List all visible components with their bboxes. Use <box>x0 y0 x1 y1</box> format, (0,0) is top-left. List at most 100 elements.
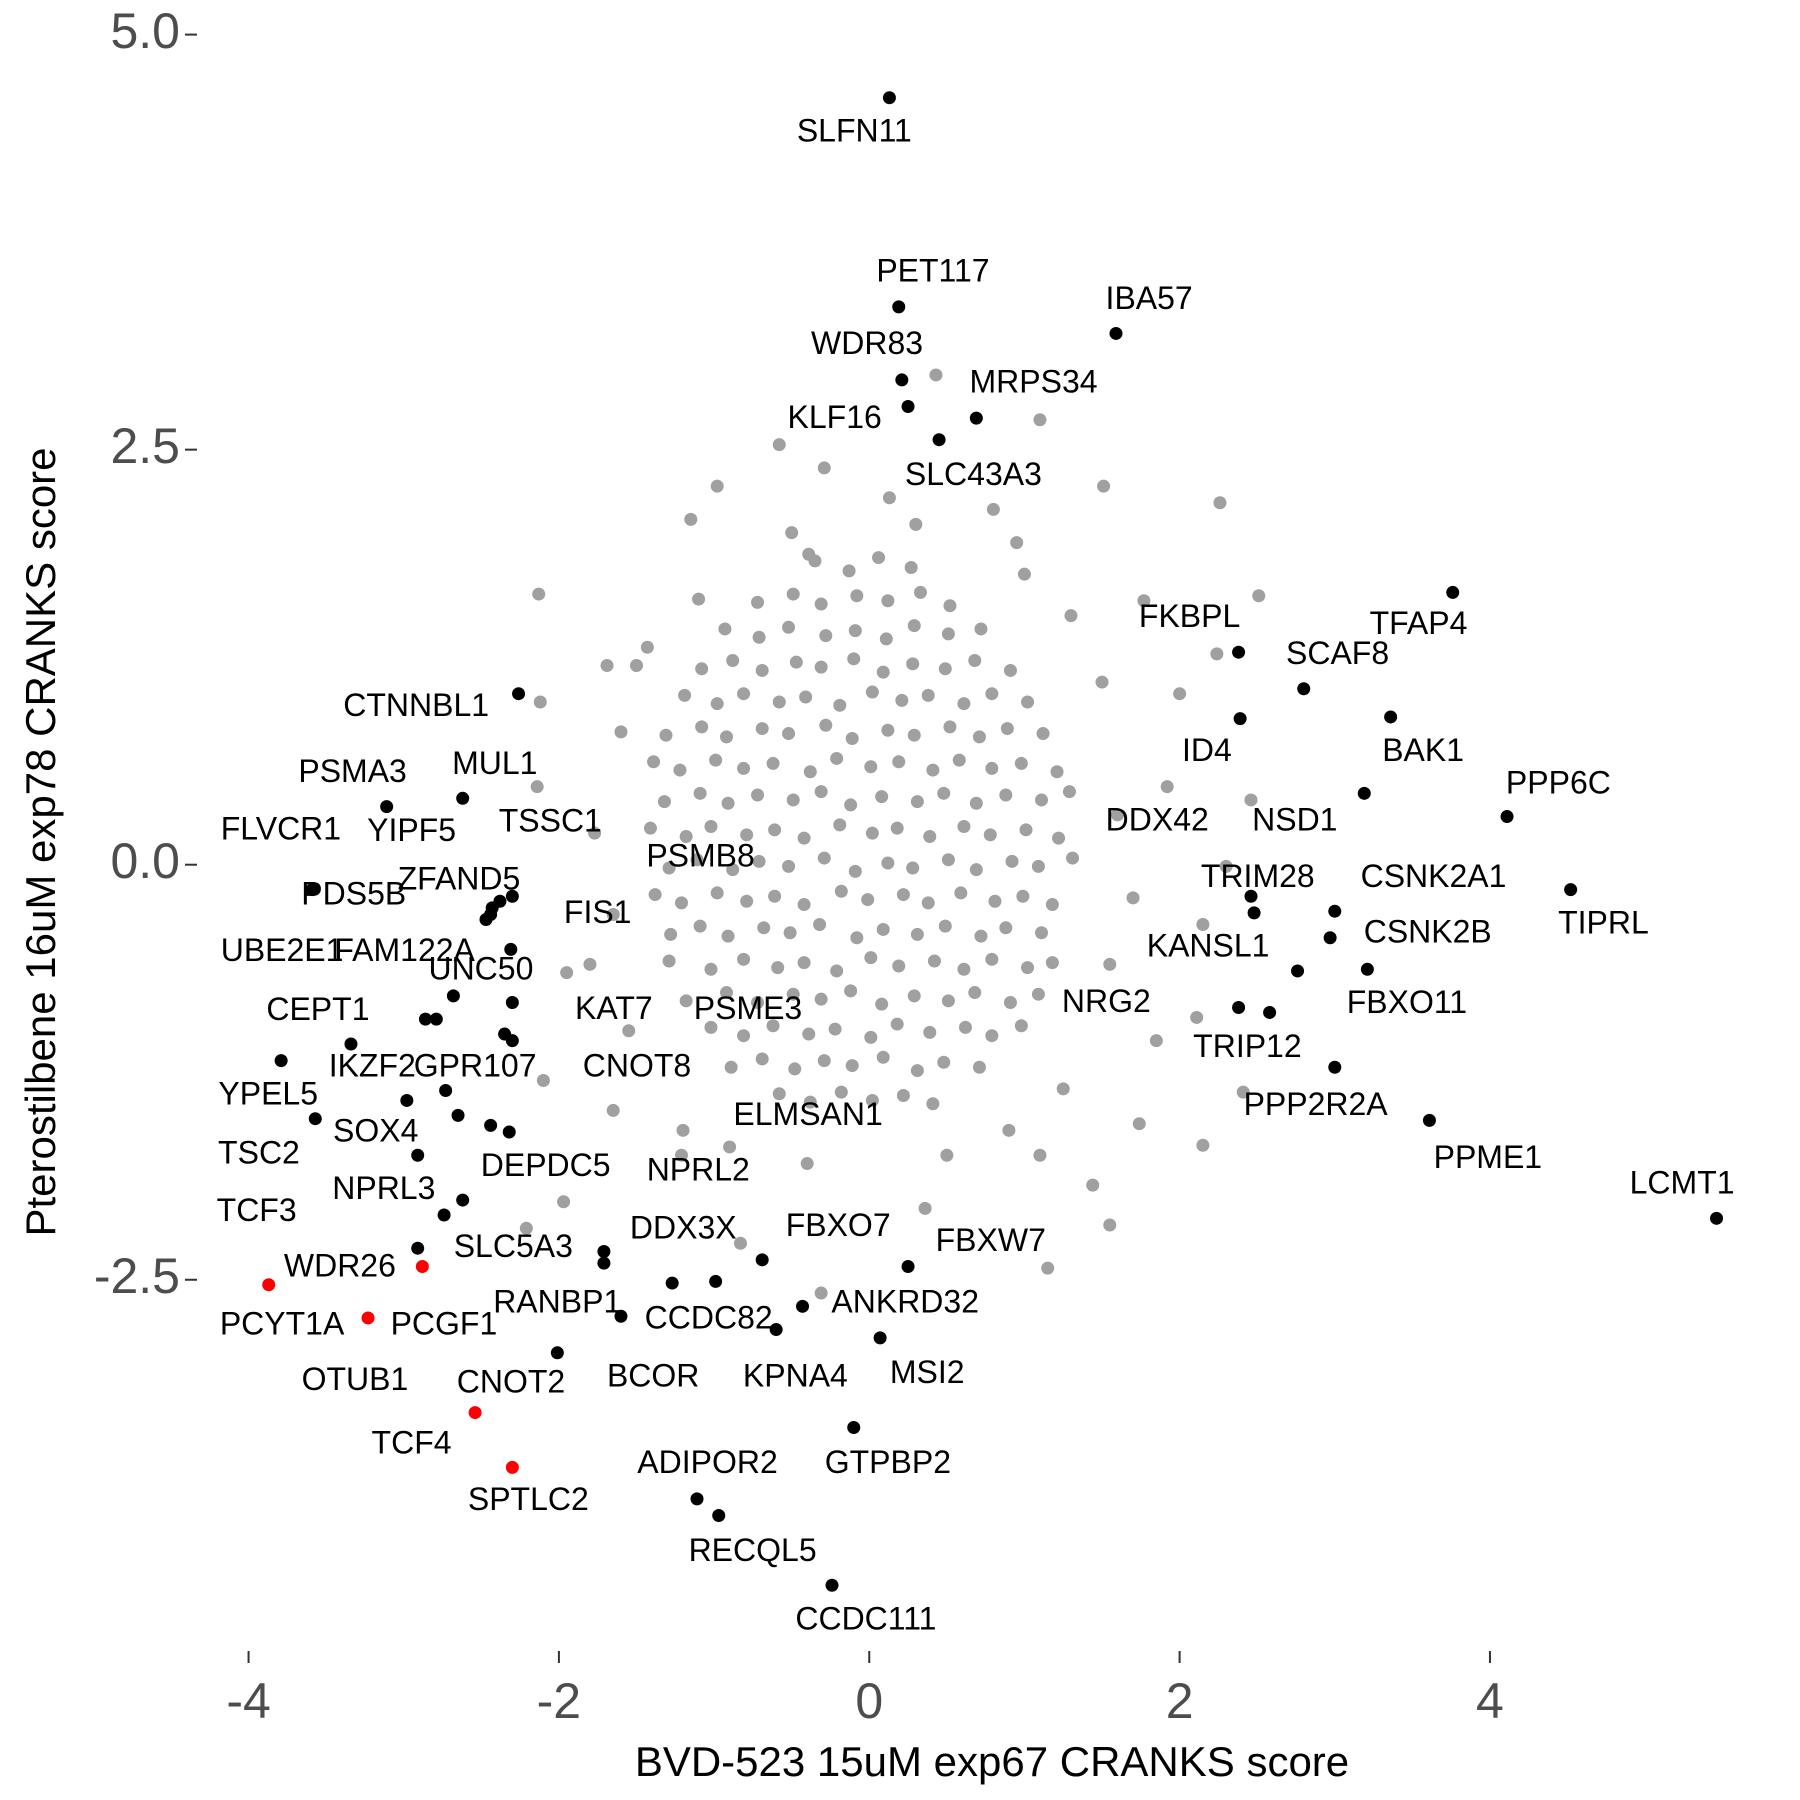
point <box>943 599 957 613</box>
point <box>940 1148 954 1162</box>
point <box>1263 1005 1277 1019</box>
point <box>958 1020 972 1034</box>
point <box>629 658 643 672</box>
point-label: TSSC1 <box>499 803 602 839</box>
point-label: ID4 <box>1182 732 1232 768</box>
point-label: UBE2E1 <box>221 932 344 968</box>
point <box>262 1278 276 1292</box>
point <box>1021 695 1035 709</box>
point <box>819 629 833 643</box>
point <box>530 780 544 794</box>
y-tick-label: 5.0 <box>110 3 180 59</box>
x-axis-title: BVD-523 15uM exp67 CRANKS score <box>635 1738 1349 1785</box>
point <box>710 697 724 711</box>
point <box>308 1112 322 1126</box>
point-label: WDR26 <box>284 1248 396 1284</box>
point-label: UNC50 <box>428 951 533 987</box>
point <box>938 919 952 933</box>
point <box>361 1311 375 1325</box>
point <box>783 926 797 940</box>
point <box>684 512 698 526</box>
point <box>690 1492 704 1506</box>
point <box>600 658 614 672</box>
point <box>1000 722 1014 736</box>
point-label: NPRL2 <box>647 1152 750 1188</box>
point <box>892 300 906 314</box>
point-label: TFAP4 <box>1370 605 1468 641</box>
point-label: DDX42 <box>1106 801 1209 837</box>
point <box>1086 1178 1100 1192</box>
point <box>848 624 862 638</box>
point <box>560 966 574 980</box>
point <box>1064 609 1078 623</box>
point <box>941 994 955 1008</box>
point <box>797 956 811 970</box>
point <box>892 755 906 769</box>
point <box>504 942 518 956</box>
points <box>262 91 1724 1592</box>
point <box>1062 785 1076 799</box>
point <box>411 1148 425 1162</box>
point <box>724 1060 738 1074</box>
point <box>817 1054 831 1068</box>
point <box>802 1027 816 1041</box>
point-label: PDS5B <box>301 875 406 911</box>
point <box>896 1088 910 1102</box>
point-label: CSNK2A1 <box>1361 858 1507 894</box>
point-label: KPNA4 <box>743 1357 848 1393</box>
point <box>909 517 923 531</box>
point <box>834 1085 848 1099</box>
point <box>1003 663 1017 677</box>
point <box>782 727 796 741</box>
point <box>895 693 909 707</box>
point <box>614 725 628 739</box>
x-tick-label: 4 <box>1476 1673 1504 1729</box>
point <box>429 1012 443 1026</box>
point <box>676 1123 690 1137</box>
point-label: CNOT8 <box>583 1048 691 1084</box>
point <box>1360 962 1374 976</box>
point <box>557 1195 571 1209</box>
point <box>692 592 706 606</box>
point <box>910 795 924 809</box>
point <box>710 479 724 493</box>
x-tick-label: -4 <box>226 1673 270 1729</box>
point-label: SCAF8 <box>1286 635 1389 671</box>
point-label: PPME1 <box>1434 1139 1542 1175</box>
point <box>938 662 952 676</box>
point <box>1031 987 1045 1001</box>
point <box>876 1050 890 1064</box>
point <box>772 438 786 452</box>
point <box>969 411 983 425</box>
point <box>1036 727 1050 741</box>
point <box>873 1331 887 1345</box>
point-label: TRIM28 <box>1201 858 1315 894</box>
point-label: FKBPL <box>1139 598 1240 634</box>
point-label: TRIP12 <box>1193 1028 1301 1064</box>
point <box>678 688 692 702</box>
point <box>647 755 661 769</box>
point <box>972 1060 986 1074</box>
point-label: PET117 <box>876 252 989 288</box>
point-label: TCF3 <box>217 1192 297 1228</box>
point <box>1003 996 1017 1010</box>
point <box>1213 496 1227 510</box>
point <box>614 1309 628 1323</box>
point <box>907 989 921 1003</box>
point <box>712 1509 726 1523</box>
point-label: WDR83 <box>811 325 923 361</box>
point-label: MUL1 <box>452 745 537 781</box>
point <box>847 652 861 666</box>
point <box>929 368 943 382</box>
point <box>845 1059 859 1073</box>
point <box>1137 594 1151 608</box>
point <box>709 753 723 767</box>
point <box>502 1125 516 1139</box>
point <box>771 961 785 975</box>
point <box>1219 859 1233 873</box>
point <box>1097 479 1111 493</box>
point <box>1252 589 1266 603</box>
point <box>954 886 968 900</box>
point <box>505 996 519 1010</box>
point <box>721 796 735 810</box>
